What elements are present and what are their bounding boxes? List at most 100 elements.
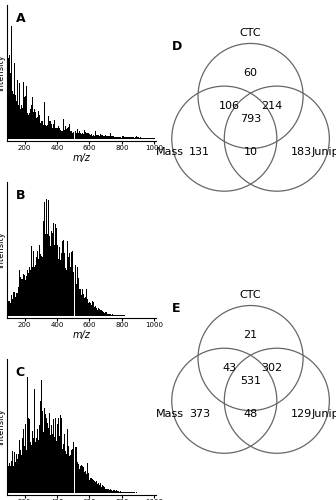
Bar (114, 137, 115, 139)
Bar (32, 431, 33, 492)
Bar (89, 480, 90, 492)
Bar (39, 244, 40, 316)
Bar (61, 252, 62, 316)
Bar (63, 444, 64, 492)
Bar (101, 310, 102, 316)
Bar (26, 276, 27, 316)
Bar (147, 138, 148, 139)
Bar (58, 418, 59, 492)
Bar (44, 202, 45, 316)
Bar (18, 287, 19, 316)
Bar (81, 134, 82, 139)
Text: Mass: Mass (156, 409, 184, 419)
Bar (92, 478, 93, 492)
Bar (41, 256, 42, 316)
Bar (23, 82, 24, 139)
Bar (37, 252, 38, 316)
Bar (17, 458, 18, 492)
Bar (35, 266, 36, 316)
Bar (113, 136, 114, 139)
Bar (55, 418, 56, 492)
Bar (92, 135, 93, 139)
Bar (41, 121, 42, 139)
Bar (116, 136, 117, 139)
Bar (19, 84, 20, 139)
Bar (128, 138, 129, 139)
Bar (32, 267, 33, 316)
Bar (16, 454, 17, 492)
Bar (107, 489, 108, 492)
Bar (77, 266, 78, 316)
Bar (103, 136, 104, 139)
Bar (40, 402, 41, 492)
Bar (65, 126, 66, 139)
Bar (136, 138, 137, 139)
Bar (83, 294, 84, 316)
Bar (13, 292, 14, 316)
Bar (59, 436, 60, 492)
Bar (111, 314, 112, 316)
Bar (95, 306, 96, 316)
Text: 214: 214 (261, 101, 283, 111)
Bar (106, 312, 107, 316)
Bar (52, 122, 53, 139)
Bar (12, 452, 13, 492)
Bar (17, 80, 18, 139)
Bar (75, 268, 76, 316)
Bar (55, 224, 56, 316)
Bar (18, 105, 19, 139)
Bar (10, 452, 11, 492)
Bar (77, 462, 78, 492)
Bar (43, 125, 44, 139)
Bar (10, 74, 11, 139)
Bar (105, 312, 106, 316)
Bar (140, 138, 141, 139)
Bar (120, 137, 121, 139)
Bar (90, 478, 91, 492)
Bar (14, 64, 15, 139)
Bar (22, 108, 23, 139)
Bar (85, 132, 86, 139)
Bar (152, 138, 153, 139)
Bar (129, 136, 130, 139)
Text: C: C (16, 366, 25, 378)
Bar (108, 314, 109, 316)
Text: 43: 43 (222, 363, 236, 373)
Bar (28, 114, 29, 139)
Bar (56, 128, 57, 139)
Bar (16, 101, 17, 139)
Bar (69, 456, 70, 492)
Bar (53, 430, 54, 492)
Bar (113, 490, 114, 492)
Text: B: B (16, 188, 25, 202)
Bar (24, 446, 25, 492)
Bar (9, 22, 10, 139)
Bar (113, 314, 114, 316)
Bar (81, 465, 82, 492)
Text: 531: 531 (240, 376, 261, 386)
Bar (42, 258, 43, 316)
Bar (30, 442, 31, 492)
Bar (33, 421, 34, 492)
Bar (18, 454, 19, 492)
Bar (57, 424, 58, 492)
Bar (133, 137, 134, 139)
Bar (46, 200, 47, 316)
Text: 302: 302 (261, 363, 283, 373)
Bar (70, 266, 71, 316)
Bar (137, 138, 138, 139)
Bar (112, 490, 113, 492)
Bar (78, 134, 79, 139)
Bar (39, 424, 40, 492)
Bar (102, 312, 103, 316)
Bar (107, 136, 108, 139)
Bar (30, 108, 31, 139)
Bar (144, 138, 145, 139)
Bar (84, 130, 85, 139)
Bar (82, 288, 83, 316)
Bar (71, 131, 72, 139)
Bar (61, 418, 62, 492)
Bar (77, 129, 78, 139)
Bar (71, 450, 72, 492)
Bar (146, 138, 147, 139)
